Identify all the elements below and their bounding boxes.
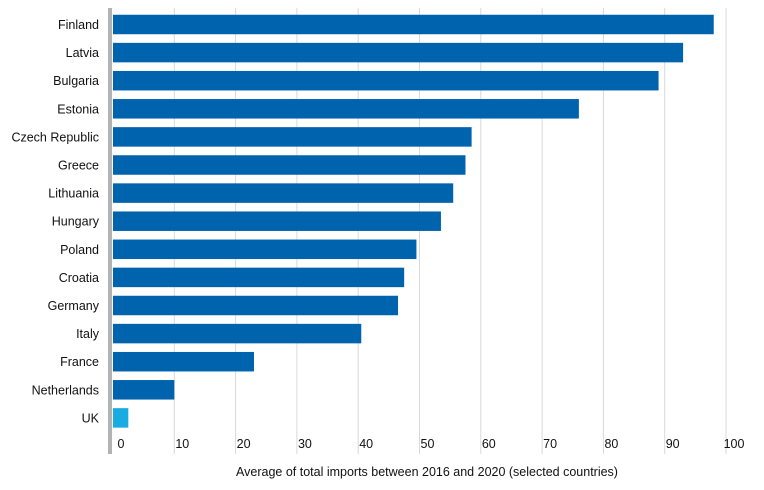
category-label-finland: Finland — [58, 18, 99, 32]
category-label-poland: Poland — [60, 243, 99, 257]
x-tick-label-70: 70 — [543, 437, 557, 451]
x-tick-label-60: 60 — [482, 437, 496, 451]
category-label-estonia: Estonia — [57, 102, 99, 116]
bar-uk — [113, 408, 129, 428]
bar-france — [113, 351, 254, 372]
bar-italy — [113, 323, 362, 344]
category-label-bulgaria: Bulgaria — [53, 74, 99, 88]
category-label-uk: UK — [82, 411, 100, 425]
bars — [113, 14, 714, 428]
x-axis-title: Average of total imports between 2016 an… — [236, 465, 618, 479]
bar-germany — [113, 295, 399, 316]
bar-lithuania — [113, 183, 454, 203]
bar-bulgaria — [113, 70, 659, 91]
y-axis-line — [108, 8, 112, 454]
x-tick-label-30: 30 — [298, 437, 312, 451]
x-tick-labels: 0 10 20 30 40 50 60 70 80 90 100 — [118, 437, 745, 451]
bar-poland — [113, 239, 417, 260]
category-label-czech-republic: Czech Republic — [11, 130, 99, 144]
bar-hungary — [113, 211, 441, 231]
bar-latvia — [113, 42, 684, 63]
bar-estonia — [113, 99, 579, 119]
category-labels: Finland Latvia Bulgaria Estonia Czech Republ… — [11, 18, 99, 425]
bar-netherlands — [113, 380, 175, 400]
category-label-lithuania: Lithuania — [48, 187, 99, 201]
category-label-italy: Italy — [76, 327, 100, 341]
x-tick-label-90: 90 — [666, 437, 680, 451]
x-tick-label-0: 0 — [118, 437, 125, 451]
x-tick-label-80: 80 — [604, 437, 618, 451]
category-label-netherlands: Netherlands — [32, 383, 99, 397]
bar-czech-republic — [113, 127, 472, 147]
category-label-hungary: Hungary — [52, 215, 100, 229]
x-tick-label-50: 50 — [421, 437, 435, 451]
x-tick-label-10: 10 — [175, 437, 189, 451]
bar-greece — [113, 155, 466, 175]
x-tick-label-40: 40 — [359, 437, 373, 451]
category-label-germany: Germany — [48, 299, 100, 313]
x-tick-label-100: 100 — [724, 437, 745, 451]
bar-croatia — [113, 267, 405, 288]
category-label-croatia: Croatia — [59, 271, 99, 285]
category-label-greece: Greece — [58, 159, 99, 173]
category-label-france: France — [60, 355, 99, 369]
x-tick-label-20: 20 — [237, 437, 251, 451]
category-label-latvia: Latvia — [66, 46, 99, 60]
bar-finland — [113, 14, 714, 35]
